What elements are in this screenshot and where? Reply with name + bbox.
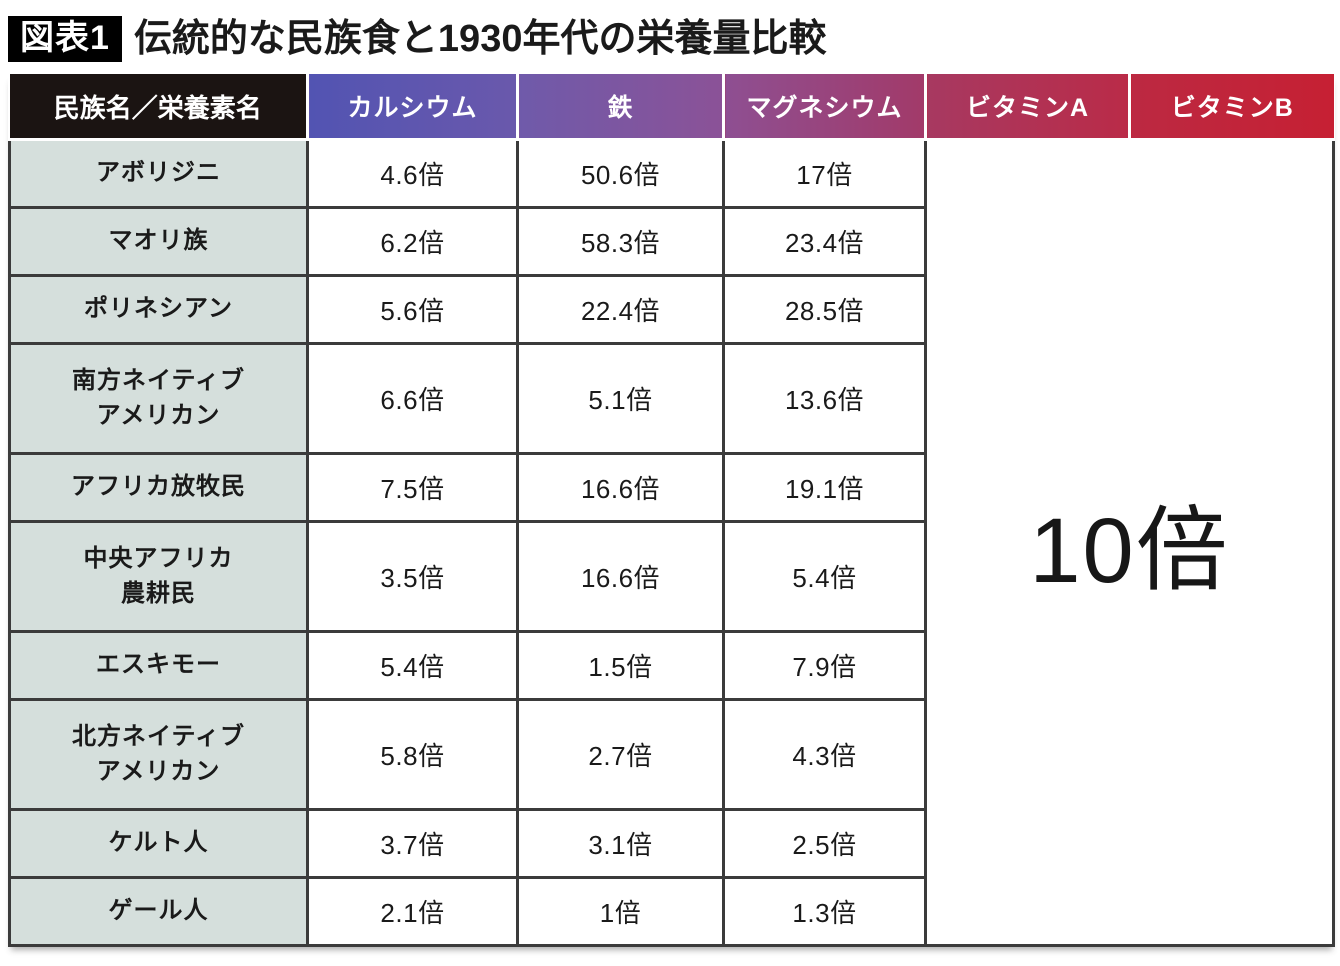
figure-title-text: 伝統的な民族食と1930年代の栄養量比較 [133,18,827,60]
row-label: マオリ族 [8,206,309,277]
table-row: ポリネシアン 5.6倍 22.4倍 28.5倍 [8,274,1334,345]
value-cell: 5.4倍 [306,630,519,701]
figure-title: 図表1 伝統的な民族食と1930年代の栄養量比較 [8,10,1332,68]
value-cell: 4.6倍 [306,138,519,209]
value-cell: 5.8倍 [306,698,519,811]
value-cell: 16.6倍 [516,520,725,633]
value-cell: 50.6倍 [516,138,725,209]
value-cell: 2.5倍 [722,808,927,879]
value-cell: 5.4倍 [722,520,927,633]
value-cell: 3.7倍 [306,808,519,879]
column-header-1: カルシウム [306,74,519,141]
value-cell: 19.1倍 [722,452,927,523]
value-cell: 22.4倍 [516,274,725,345]
merged-vitamin-cell: 10倍 [924,138,1335,947]
table-row: 北方ネイティブ アメリカン 5.8倍 2.7倍 4.3倍 [8,698,1334,811]
row-label: ケルト人 [8,808,309,879]
table-row: ケルト人 3.7倍 3.1倍 2.5倍 [8,808,1334,879]
row-label: ゲール人 [8,876,309,947]
table-row: アフリカ放牧民 7.5倍 16.6倍 19.1倍 [8,452,1334,523]
column-header-4: ビタミンA [924,74,1131,141]
value-cell: 3.5倍 [306,520,519,633]
column-header-3: マグネシウム [722,74,927,141]
value-cell: 23.4倍 [722,206,927,277]
value-cell: 6.6倍 [306,342,519,455]
value-cell: 2.1倍 [306,876,519,947]
table-row: 南方ネイティブ アメリカン 6.6倍 5.1倍 13.6倍 [8,342,1334,455]
value-cell: 5.6倍 [306,274,519,345]
table-row: 中央アフリカ 農耕民 3.5倍 16.6倍 5.4倍 [8,520,1334,633]
value-cell: 1.5倍 [516,630,725,701]
value-cell: 28.5倍 [722,274,927,345]
row-label: アボリジニ [8,138,309,209]
corner-header-cell: 民族名／栄養素名 [9,74,309,141]
column-header-2: 鉄 [516,74,725,141]
row-label: 中央アフリカ 農耕民 [8,520,309,633]
value-cell: 13.6倍 [722,342,927,455]
table-row: エスキモー 5.4倍 1.5倍 7.9倍 [8,630,1334,701]
value-cell: 4.3倍 [722,698,927,811]
value-cell: 17倍 [722,138,927,209]
row-label: エスキモー [8,630,309,701]
column-header-5: ビタミンB [1128,74,1334,141]
value-cell: 7.5倍 [306,452,519,523]
value-cell: 16.6倍 [516,452,725,523]
value-cell: 6.2倍 [306,206,519,277]
nutrition-comparison-table: 民族名／栄養素名 カルシウム鉄マグネシウム ビタミンA ビタミンB アボリジニ 4.6… [8,74,1335,947]
value-cell: 1倍 [516,876,725,947]
value-cell: 3.1倍 [516,808,725,879]
value-cell: 7.9倍 [722,630,927,701]
value-cell: 1.3倍 [722,876,927,947]
header-row: 民族名／栄養素名 カルシウム鉄マグネシウム ビタミンA ビタミンB [9,74,1334,141]
value-cell: 5.1倍 [516,342,725,455]
value-cell: 2.7倍 [516,698,725,811]
row-label: 南方ネイティブ アメリカン [8,342,309,455]
row-label: アフリカ放牧民 [8,452,309,523]
table-row: ゲール人 2.1倍 1倍 1.3倍 [8,876,1334,947]
row-label: ポリネシアン [8,274,309,345]
figure-badge: 図表1 [8,16,122,62]
value-cell: 58.3倍 [516,206,725,277]
table-row: アボリジニ 4.6倍 50.6倍 17倍 10倍 [8,138,1335,947]
table-row: マオリ族 6.2倍 58.3倍 23.4倍 [8,206,1334,277]
row-label: 北方ネイティブ アメリカン [8,698,309,811]
table-body: アボリジニ 4.6倍 50.6倍 17倍 10倍 マオリ族 6.2倍 58.3倍 23.4倍 ポリ… [8,138,1335,947]
